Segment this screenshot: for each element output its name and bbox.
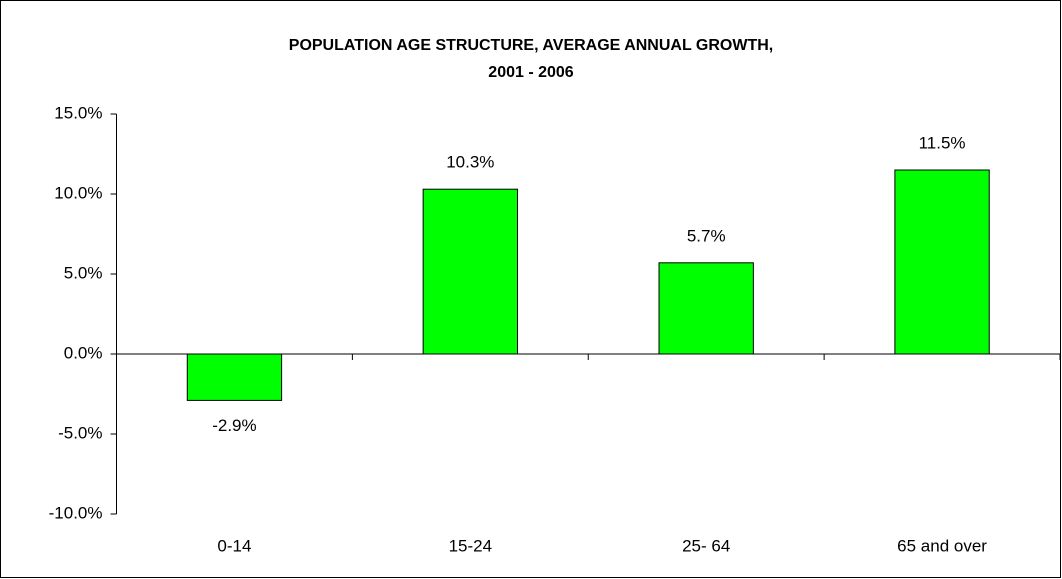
value-label: 5.7% bbox=[687, 226, 726, 245]
y-tick-label: 0.0% bbox=[64, 343, 103, 362]
y-tick-label: -5.0% bbox=[58, 423, 102, 442]
y-tick-label: 10.0% bbox=[54, 183, 102, 202]
bar bbox=[894, 169, 990, 355]
value-label: -2.9% bbox=[212, 416, 256, 435]
x-tick-label: 65 and over bbox=[897, 536, 987, 555]
chart-title: POPULATION AGE STRUCTURE, AVERAGE ANNUAL… bbox=[289, 37, 773, 54]
value-label: 10.3% bbox=[446, 153, 494, 172]
bar bbox=[658, 262, 754, 355]
x-tick-label: 25- 64 bbox=[682, 536, 730, 555]
bar bbox=[186, 353, 283, 401]
chart-title: 2001 - 2006 bbox=[488, 64, 574, 81]
y-tick-label: 15.0% bbox=[54, 103, 102, 122]
y-tick-label: 5.0% bbox=[64, 263, 103, 282]
bar bbox=[422, 188, 518, 355]
x-tick-label: 15-24 bbox=[449, 536, 492, 555]
y-tick-label: -10.0% bbox=[49, 503, 103, 522]
value-label: 11.5% bbox=[919, 133, 966, 152]
x-tick-label: 0-14 bbox=[217, 536, 251, 555]
